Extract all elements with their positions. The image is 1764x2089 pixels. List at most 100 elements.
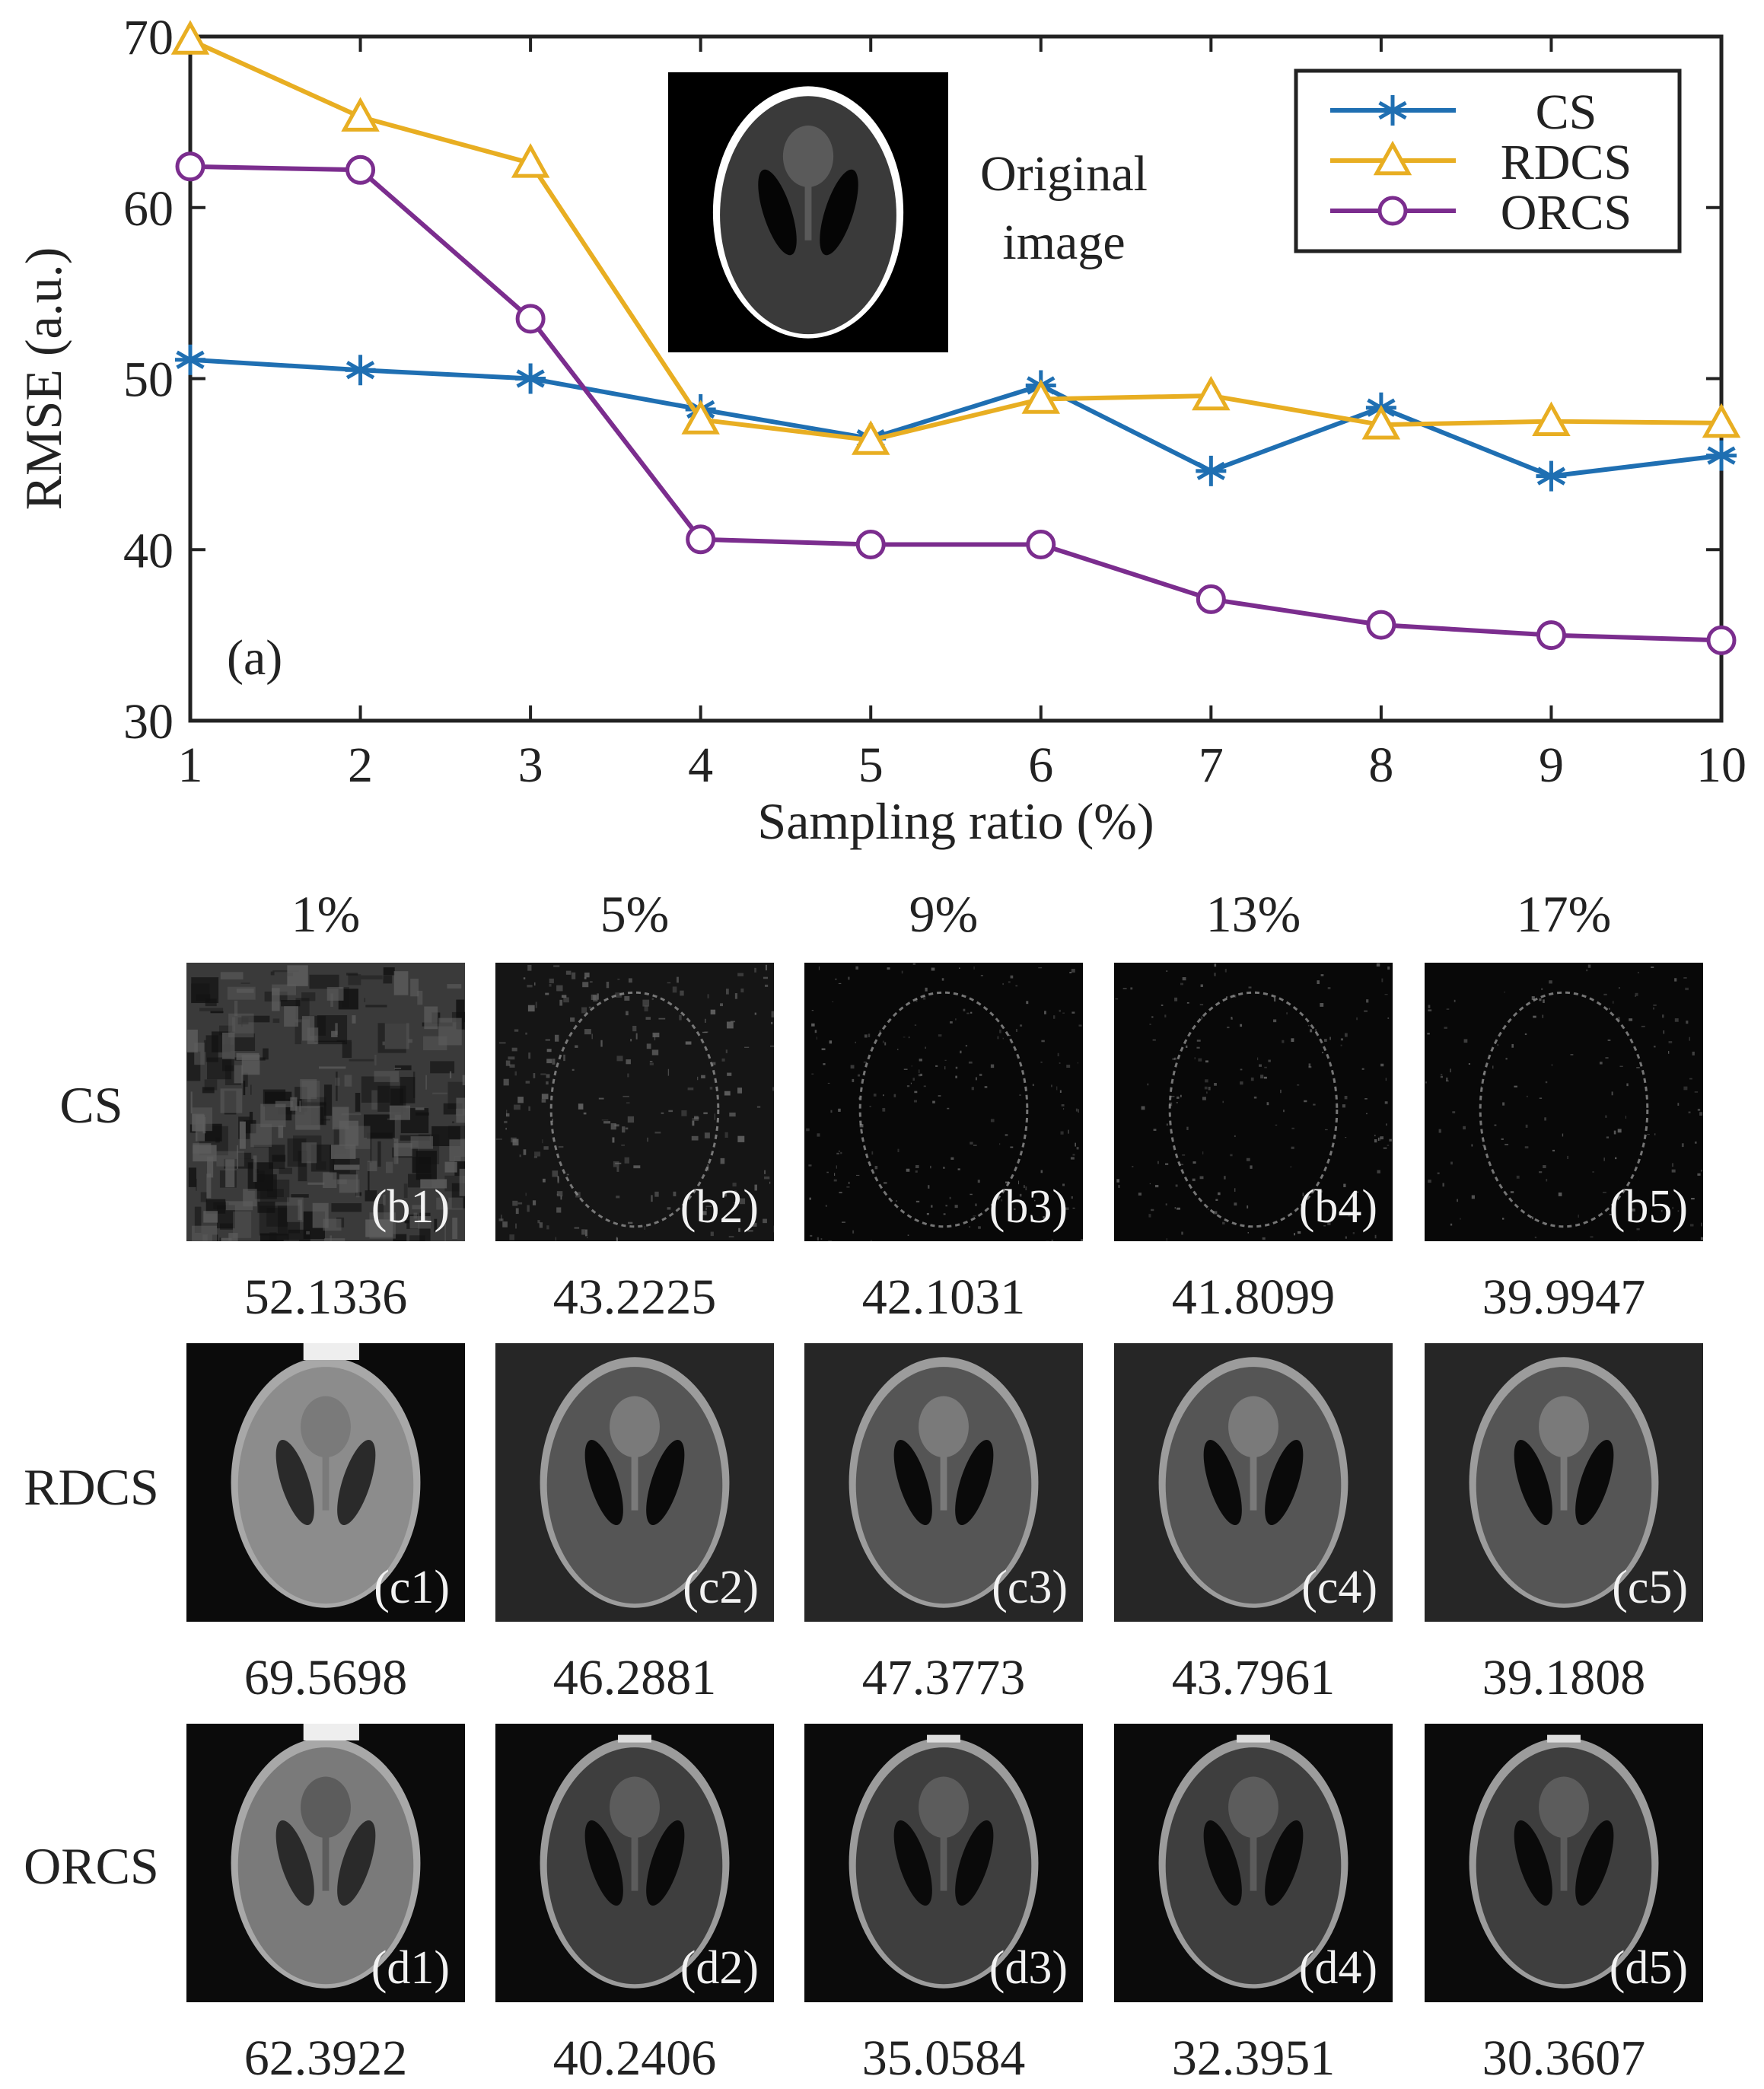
noise-speck — [546, 1225, 549, 1230]
noise-speck — [1427, 1033, 1430, 1035]
noise-speck — [1019, 1024, 1023, 1027]
noise-speck — [210, 1011, 224, 1014]
noise-speck — [811, 1010, 814, 1011]
noise-speck — [1283, 1110, 1285, 1113]
noise-speck — [1552, 1149, 1555, 1152]
noise-speck — [1380, 1136, 1383, 1140]
noise-speck — [1681, 1143, 1684, 1148]
noise-speck — [436, 1197, 463, 1210]
column-header-4: 13% — [1205, 885, 1301, 943]
bright-edge — [1237, 1734, 1270, 1743]
reconstruction-c5: (c5) — [1425, 1343, 1703, 1622]
noise-speck — [1208, 1087, 1211, 1091]
legend-entry-cs: CS — [1330, 84, 1597, 140]
noise-speck — [361, 975, 383, 979]
noise-speck — [973, 1215, 976, 1217]
noise-speck — [858, 1097, 860, 1100]
noise-speck — [1545, 1081, 1548, 1084]
noise-speck — [1081, 1239, 1083, 1241]
noise-speck — [260, 1103, 286, 1128]
inset-caption-line1: Original — [980, 146, 1148, 202]
noise-speck — [545, 1039, 550, 1041]
noise-speck — [371, 1090, 377, 1110]
phantom-left-ventricle — [584, 1820, 623, 1906]
noise-speck — [335, 1023, 338, 1035]
noise-speck — [1056, 1086, 1058, 1091]
noise-speck — [1247, 1205, 1249, 1208]
noise-speck — [326, 986, 344, 1001]
noise-speck — [323, 1172, 337, 1189]
noise-speck — [1570, 1054, 1574, 1056]
noise-speck — [269, 1232, 277, 1241]
noise-speck — [505, 1127, 507, 1130]
noise-speck — [1214, 1083, 1217, 1086]
noise-speck — [1344, 1095, 1348, 1100]
noise-speck — [1282, 1040, 1285, 1043]
noise-speck — [1071, 1011, 1075, 1014]
rmse-value: 35.0584 — [861, 2030, 1026, 2086]
noise-speck — [907, 1234, 909, 1236]
noise-speck — [514, 1071, 517, 1076]
noise-speck — [298, 1199, 302, 1221]
noise-speck — [203, 1040, 207, 1052]
noise-speck — [503, 1078, 509, 1086]
x-tick-label: 9 — [1539, 737, 1564, 793]
noise-speck — [1450, 1223, 1453, 1226]
phantom-stem — [1250, 1454, 1257, 1511]
noise-speck — [558, 1145, 564, 1148]
noise-speck — [1175, 1184, 1178, 1187]
noise-speck — [932, 1100, 935, 1103]
noise-speck — [523, 1149, 527, 1155]
noise-speck — [949, 1196, 951, 1199]
noise-speck — [704, 1018, 706, 1023]
noise-speck — [1385, 1078, 1387, 1081]
noise-speck — [704, 1031, 708, 1033]
phantom-left-ventricle — [275, 1440, 314, 1525]
phantom-center — [1539, 1776, 1589, 1839]
noise-speck — [259, 1205, 288, 1236]
noise-speck — [225, 1201, 253, 1211]
noise-speck — [744, 1046, 750, 1048]
noise-speck — [704, 1132, 710, 1138]
noise-speck — [1688, 1111, 1691, 1113]
noise-speck — [926, 1212, 929, 1215]
noise-speck — [1010, 975, 1014, 979]
noise-speck — [527, 964, 532, 971]
noise-speck — [1115, 998, 1119, 1000]
data-point-orcs — [1366, 610, 1396, 640]
noise-speck — [1213, 1211, 1218, 1215]
noise-speck — [817, 1133, 820, 1137]
noise-speck — [969, 1226, 971, 1228]
noise-speck — [560, 1196, 562, 1200]
phantom-center — [1539, 1396, 1589, 1458]
noise-speck — [702, 1211, 707, 1215]
noise-speck — [1214, 963, 1217, 967]
noise-speck — [1068, 1129, 1069, 1134]
noise-speck — [884, 1182, 887, 1184]
noise-speck — [236, 1052, 260, 1060]
noise-speck — [855, 1041, 856, 1043]
noise-speck — [1531, 996, 1535, 1000]
noise-speck — [871, 1151, 874, 1155]
noise-speck — [323, 1218, 342, 1231]
noise-speck — [552, 1059, 556, 1065]
noise-speck — [628, 978, 632, 983]
noise-speck — [692, 1118, 699, 1121]
noise-speck — [449, 1139, 465, 1162]
noise-speck — [1603, 1158, 1605, 1161]
noise-speck — [1531, 1216, 1533, 1220]
noise-speck — [903, 1068, 908, 1070]
noise-speck — [1374, 1234, 1377, 1239]
noise-speck — [403, 1183, 408, 1199]
noise-speck — [1273, 998, 1276, 1002]
noise-speck — [237, 1145, 238, 1169]
noise-speck — [383, 967, 395, 976]
noise-speck — [1361, 1068, 1364, 1070]
noise-speck — [658, 1017, 666, 1020]
noise-speck — [828, 1240, 832, 1241]
noise-speck — [606, 981, 610, 989]
noise-speck — [505, 1113, 510, 1117]
noise-speck — [610, 1123, 616, 1130]
noise-speck — [601, 1119, 609, 1121]
noise-speck — [830, 1110, 833, 1113]
